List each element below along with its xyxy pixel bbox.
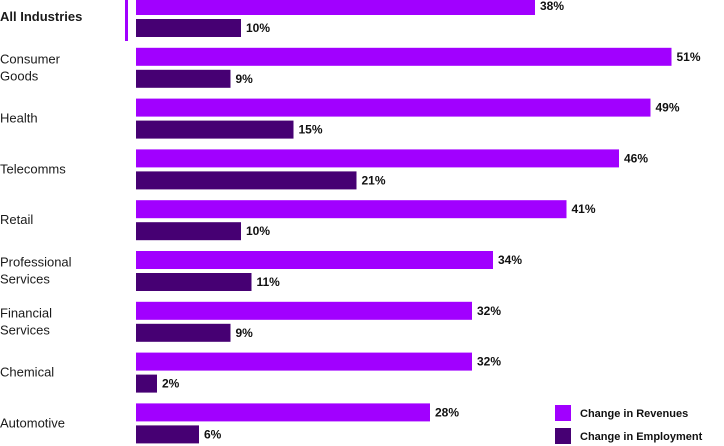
bar <box>136 98 651 117</box>
category-label: Professional <box>0 255 72 270</box>
data-label: 46% <box>624 151 648 165</box>
category-label: Services <box>0 272 50 287</box>
category-label: Goods <box>0 68 39 83</box>
bar <box>136 425 199 444</box>
bar <box>136 0 535 15</box>
data-label: 15% <box>299 123 323 137</box>
bar <box>136 323 231 342</box>
legend-label: Change in Revenues <box>580 408 688 420</box>
bar <box>136 273 252 291</box>
data-label: 6% <box>204 427 222 441</box>
data-label: 9% <box>236 326 254 340</box>
category-label: Services <box>0 322 50 337</box>
data-label: 32% <box>477 355 501 369</box>
bar <box>136 251 493 269</box>
bar <box>136 352 472 371</box>
category-label: Automotive <box>0 415 65 430</box>
legend-swatch <box>555 405 571 421</box>
bar <box>136 222 241 241</box>
category-label: Health <box>0 111 38 126</box>
bar <box>136 47 672 66</box>
data-label: 10% <box>246 224 270 238</box>
bar <box>136 171 357 190</box>
data-label: 49% <box>656 101 680 115</box>
highlight-marker <box>125 0 128 41</box>
category-label: Retail <box>0 212 33 227</box>
data-label: 51% <box>677 50 701 64</box>
bar <box>136 120 294 139</box>
bar <box>136 69 231 88</box>
data-label: 11% <box>257 275 281 289</box>
legend-label: Change in Employment <box>580 431 703 443</box>
data-label: 21% <box>362 173 386 187</box>
data-label: 32% <box>477 304 501 318</box>
data-label: 34% <box>498 253 522 267</box>
category-label: Telecomms <box>0 161 66 176</box>
bar <box>136 301 472 320</box>
data-label: 41% <box>572 202 596 216</box>
category-label: All Industries <box>0 9 82 24</box>
category-label: Chemical <box>0 365 54 380</box>
bar <box>136 403 430 422</box>
bar <box>136 149 619 168</box>
bar <box>136 374 157 393</box>
bar <box>136 19 241 37</box>
category-label: Financial <box>0 305 52 320</box>
data-label: 38% <box>540 0 564 13</box>
data-label: 9% <box>236 72 254 86</box>
bar <box>136 200 567 219</box>
legend-swatch <box>555 428 571 444</box>
category-label: Consumer <box>0 51 61 66</box>
data-label: 10% <box>246 21 270 35</box>
data-label: 28% <box>435 405 459 419</box>
data-label: 2% <box>162 377 180 391</box>
